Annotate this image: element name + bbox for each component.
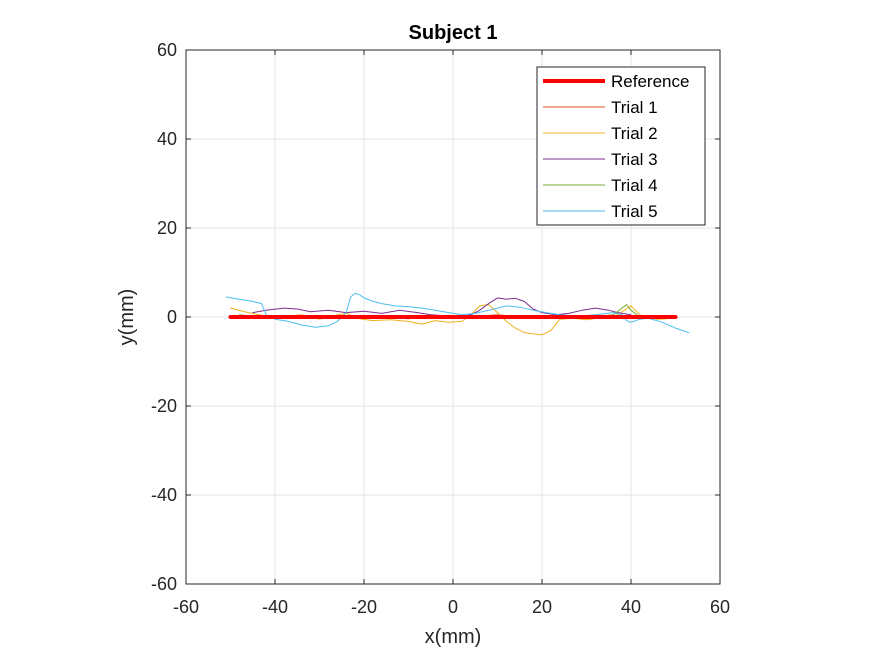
- y-axis-label: y(mm): [116, 289, 138, 346]
- y-tick-label: -60: [151, 574, 177, 594]
- legend-label-trial-1: Trial 1: [611, 98, 658, 117]
- y-tick-label: 60: [157, 40, 177, 60]
- y-tick-label: 40: [157, 129, 177, 149]
- y-tick-label: -20: [151, 396, 177, 416]
- legend-label-trial-4: Trial 4: [611, 176, 658, 195]
- x-tick-label: -60: [173, 597, 199, 617]
- legend-label-trial-2: Trial 2: [611, 124, 658, 143]
- y-tick-label: 20: [157, 218, 177, 238]
- legend: Reference Trial 1 Trial 2 Trial 3 Trial 4 Tri…: [536, 66, 706, 226]
- chart-title: Subject 1: [409, 22, 498, 44]
- legend-box: [536, 66, 706, 226]
- y-tick-label: -40: [151, 485, 177, 505]
- x-tick-label: 40: [621, 597, 641, 617]
- x-tick-label: 20: [532, 597, 552, 617]
- legend-label-trial-5: Trial 5: [611, 202, 658, 221]
- y-tick-label: 0: [167, 307, 177, 327]
- series-layer: [225, 292, 690, 336]
- legend-label-trial-3: Trial 3: [611, 150, 658, 169]
- x-axis-label: x(mm): [425, 626, 482, 648]
- series-line-trial-5: [225, 292, 690, 334]
- x-tick-label: 0: [448, 597, 458, 617]
- x-tick-label: -20: [351, 597, 377, 617]
- legend-label-reference: Reference: [611, 72, 689, 91]
- tick-layer: -60 -40 -20 0 20 40 60 -60 -40 -20 0 20 40 60: [151, 40, 730, 617]
- x-tick-label: -40: [262, 597, 288, 617]
- x-tick-label: 60: [710, 597, 730, 617]
- series-line-trial-3: [252, 297, 632, 318]
